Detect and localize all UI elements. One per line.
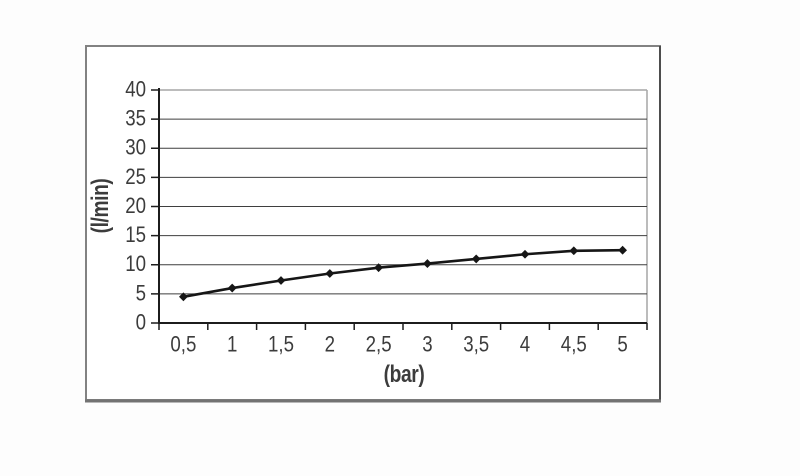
data-point-marker [227,283,237,293]
y-tick-label: 35 [125,107,146,131]
x-tick-label: 3 [422,333,432,357]
x-axis-title: (bar) [383,361,425,388]
x-tick-label: 4,5 [561,333,587,357]
y-tick-label: 10 [125,253,146,277]
x-tick-label: 2,5 [366,333,392,357]
data-point-marker [569,246,579,256]
figure-frame [85,45,661,401]
y-tick-label: 15 [125,224,146,248]
y-tick-label: 5 [136,282,146,306]
y-tick-label: 40 [125,78,146,102]
data-point-marker [520,249,530,259]
data-point-marker [423,259,432,268]
data-point-marker [374,263,383,273]
y-tick-label: 25 [125,166,146,190]
x-tick-label: 1 [227,333,237,357]
x-tick-label: 2 [325,333,335,357]
data-point-marker [179,292,188,302]
y-tick-label: 20 [125,195,146,219]
x-tick-label: 0,5 [170,333,196,357]
data-point-marker [276,276,286,285]
x-tick-label: 5 [617,333,627,357]
data-point-marker [325,269,335,278]
x-tick-label: 3,5 [463,333,489,357]
data-point-marker [618,245,627,255]
x-tick-label: 4 [520,333,530,357]
y-tick-label: 0 [136,311,146,335]
data-point-marker [471,254,481,264]
y-tick-label: 30 [125,136,146,160]
y-axis-title: (l/min) [87,178,114,234]
x-tick-label: 1,5 [268,333,294,357]
series-line [182,248,624,299]
